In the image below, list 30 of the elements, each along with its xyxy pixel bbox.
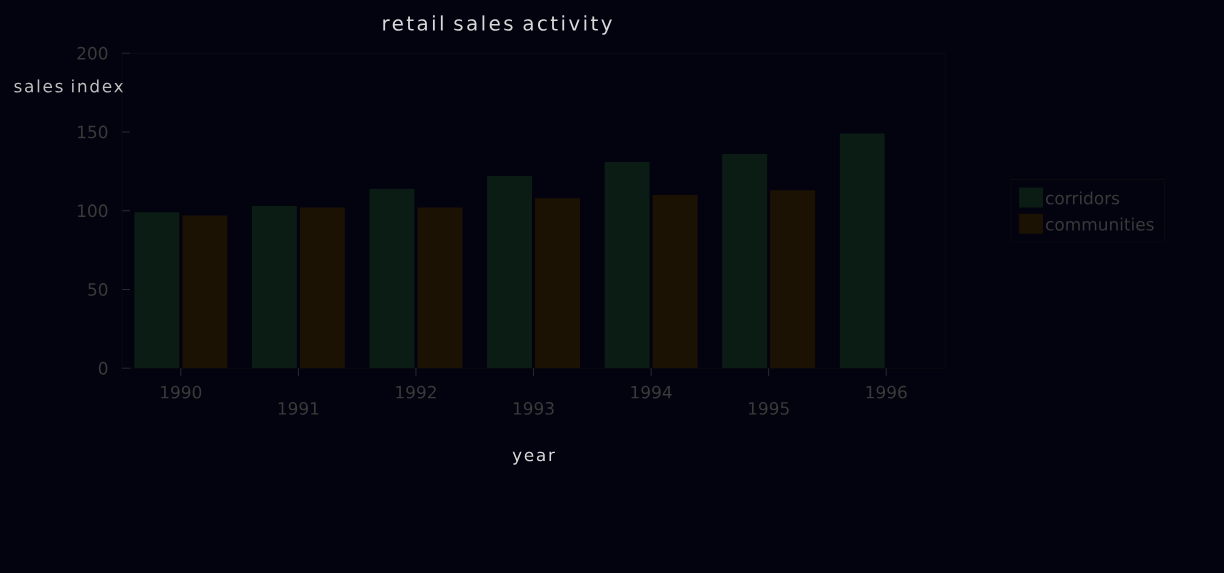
y-axis-title: sales index bbox=[14, 79, 124, 93]
bar bbox=[487, 176, 533, 369]
bar bbox=[369, 188, 415, 369]
x-tick-label: 1996 bbox=[866, 385, 907, 399]
legend-label: communities bbox=[1046, 217, 1154, 231]
y-tick-label: 100 bbox=[78, 204, 108, 218]
y-tick-label: 0 bbox=[98, 361, 108, 375]
bar bbox=[251, 206, 297, 369]
bar bbox=[417, 207, 463, 369]
chart-title: retail sales activity bbox=[383, 15, 612, 35]
x-tick-label: 1993 bbox=[513, 401, 554, 415]
x-tick-label: 1990 bbox=[161, 385, 202, 399]
bar bbox=[722, 154, 768, 369]
y-tick-label: 150 bbox=[78, 125, 108, 139]
bar bbox=[604, 161, 650, 369]
x-tick-label: 1991 bbox=[278, 401, 319, 415]
x-tick-label: 1992 bbox=[396, 385, 436, 399]
bar bbox=[839, 133, 885, 369]
bar bbox=[535, 198, 581, 369]
bar bbox=[182, 215, 228, 369]
x-tick-label: 1994 bbox=[631, 385, 672, 399]
y-tick-label: 200 bbox=[77, 46, 108, 60]
x-tick-label: 1995 bbox=[748, 401, 789, 415]
legend-label: corridors bbox=[1046, 191, 1120, 205]
y-tick-label: 50 bbox=[88, 283, 108, 296]
bar bbox=[652, 194, 698, 369]
bar bbox=[770, 190, 816, 369]
bar bbox=[299, 207, 345, 369]
x-axis-title: year bbox=[512, 451, 555, 465]
bar bbox=[134, 212, 180, 369]
